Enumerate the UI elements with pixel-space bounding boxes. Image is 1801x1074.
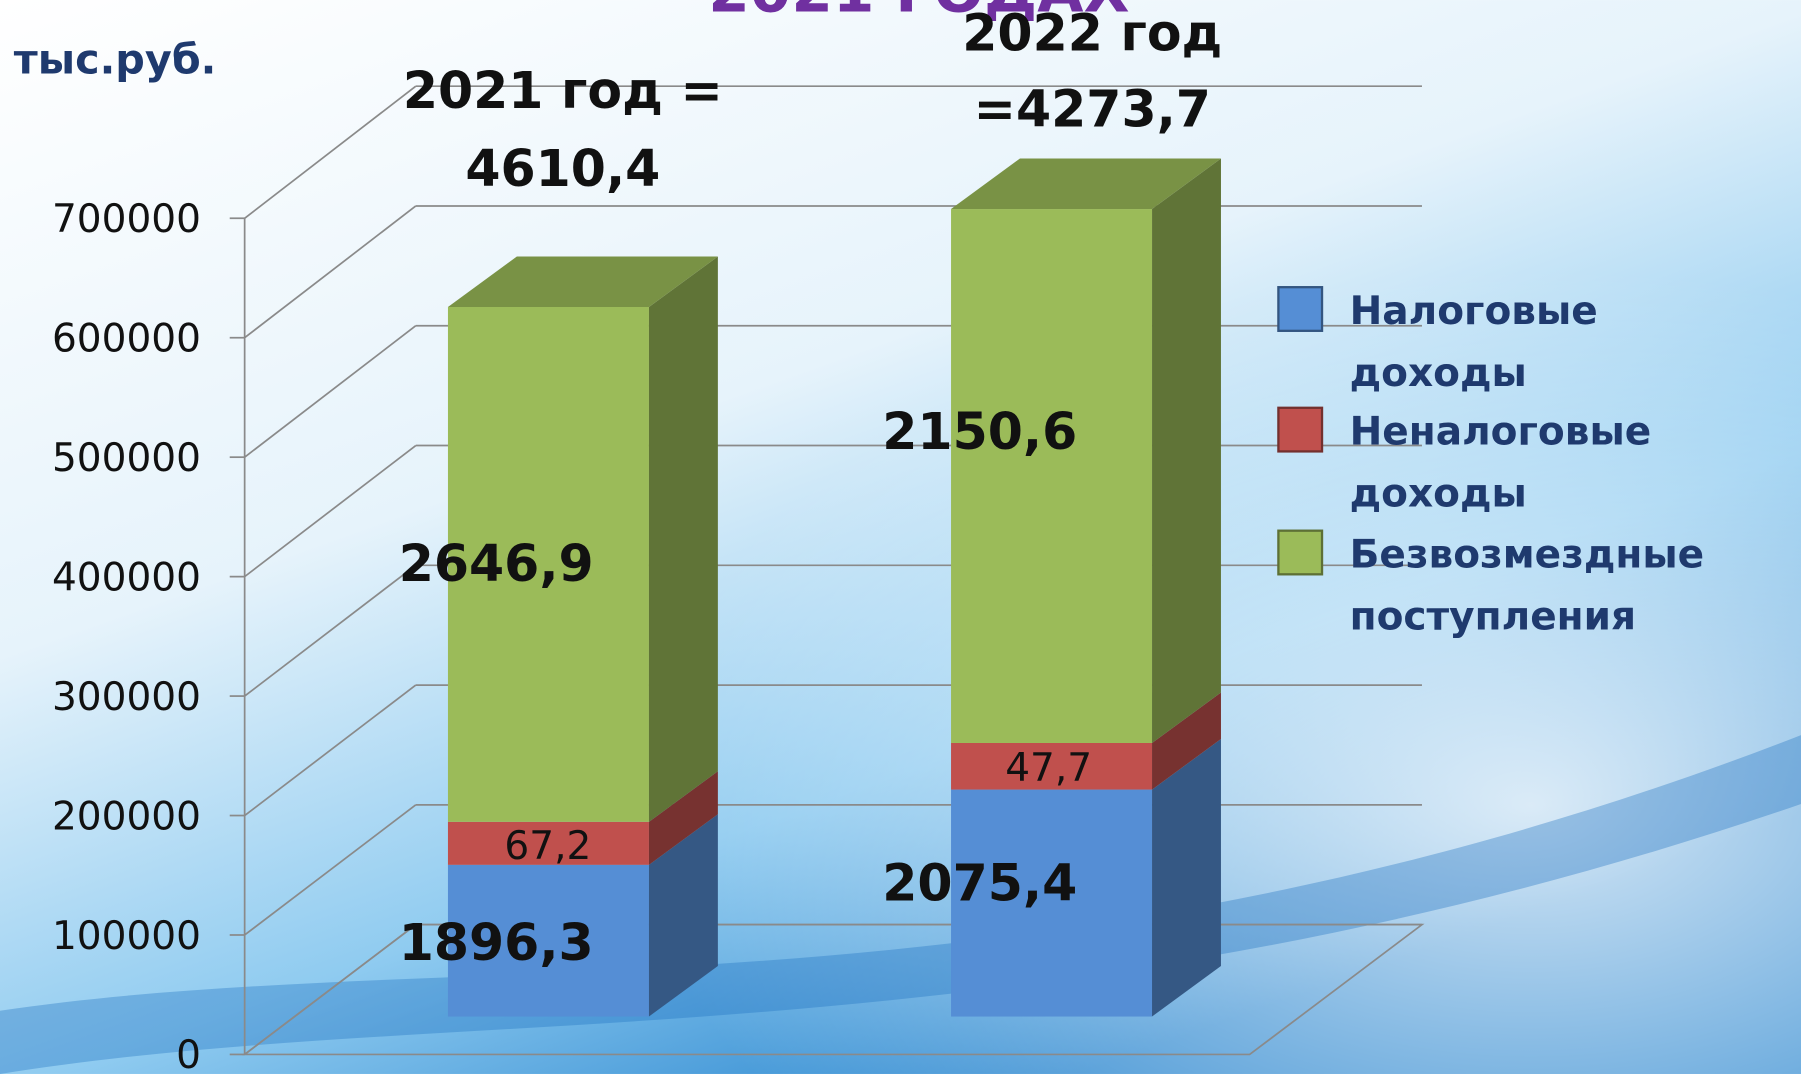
y-tick-label: 600000 <box>52 317 201 362</box>
value-label: 47,7 <box>1005 746 1092 791</box>
bar-side <box>1152 158 1221 742</box>
value-label: 2646,9 <box>399 534 594 593</box>
y-tick-label: 500000 <box>52 436 201 481</box>
y-tick-label: 700000 <box>52 197 201 242</box>
value-label: 67,2 <box>504 824 591 869</box>
bar-side <box>649 256 718 821</box>
y-tick-label: 400000 <box>52 555 201 600</box>
legend-swatch <box>1278 531 1322 575</box>
legend-swatch <box>1278 287 1322 331</box>
y-tick-label: 100000 <box>52 914 201 959</box>
annotation: 4610,4 <box>465 139 660 198</box>
annotation: 2022 год <box>962 4 1222 63</box>
value-label: 1896,3 <box>399 913 594 972</box>
y-tick-label: 0 <box>176 1033 201 1074</box>
value-label: 2075,4 <box>882 854 1077 913</box>
annotation: 2021 год = <box>403 61 723 120</box>
unit-label: тыс.руб. <box>14 36 217 84</box>
legend-swatch <box>1278 408 1322 452</box>
y-tick-label: 200000 <box>52 794 201 839</box>
value-label: 2150,6 <box>882 402 1077 461</box>
bar-front <box>951 209 1152 743</box>
y-tick-label: 300000 <box>52 675 201 720</box>
annotation: =4273,7 <box>974 79 1211 138</box>
chart: 2021 ГОДАХ тыс.руб. 01000002000003000004… <box>0 0 1801 1074</box>
